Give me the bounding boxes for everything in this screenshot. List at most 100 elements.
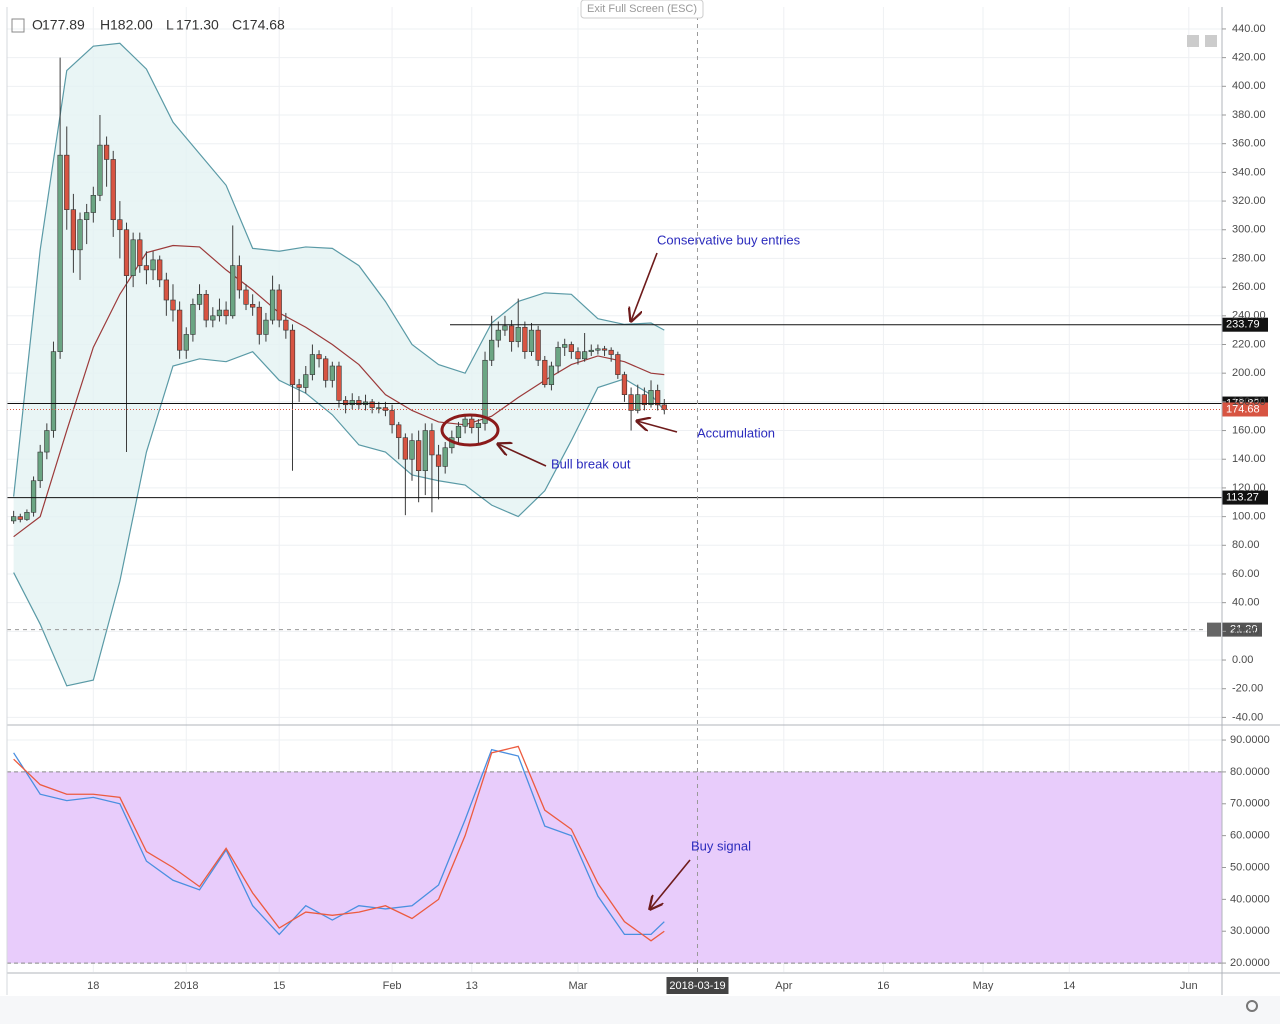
candle-body xyxy=(621,374,628,395)
y-tick-label: 180.00 xyxy=(1232,396,1266,408)
cursor-box xyxy=(1222,622,1262,637)
candle-body xyxy=(416,440,422,472)
candle-body xyxy=(615,354,621,375)
candle-body xyxy=(462,418,468,427)
y-tick-label: 420.00 xyxy=(1232,52,1266,64)
candle-body xyxy=(435,454,442,467)
candle-body xyxy=(163,279,169,301)
candle-body xyxy=(210,315,216,321)
candle-body xyxy=(157,259,163,281)
candles xyxy=(11,57,667,524)
exit-button[interactable] xyxy=(580,0,704,19)
ohlc-key: C xyxy=(232,17,242,33)
candle-body xyxy=(588,349,594,352)
y-tick-label: 200.00 xyxy=(1232,367,1266,379)
y-tick-label: 20.0000 xyxy=(1230,957,1270,969)
candle-body xyxy=(442,447,448,467)
x-tick-label: 18 xyxy=(87,980,99,992)
candle-body xyxy=(176,309,183,351)
candle-body xyxy=(303,374,309,388)
candle-body xyxy=(568,344,574,352)
candle-body xyxy=(236,265,243,291)
stoch-band xyxy=(7,771,1222,964)
y-tick-label: 40.00 xyxy=(1232,597,1260,609)
band-line xyxy=(13,42,665,497)
last-price-box xyxy=(1222,402,1268,417)
candle-body xyxy=(143,265,150,271)
pane-icon[interactable] xyxy=(1187,35,1199,47)
candle-body xyxy=(349,400,355,406)
pane-icon[interactable] xyxy=(1205,35,1217,47)
exit-label[interactable]: Exit Full Screen (ESC) xyxy=(587,3,697,15)
candle-body xyxy=(641,394,648,406)
candle-body xyxy=(110,159,116,221)
candle-body xyxy=(11,516,17,522)
candle-body xyxy=(150,259,156,271)
candle-body xyxy=(50,351,57,431)
candle-body xyxy=(595,348,601,351)
candle-body xyxy=(223,309,229,317)
candle-body xyxy=(130,239,136,276)
candle-body xyxy=(203,293,209,321)
y-tick-label: 40.0000 xyxy=(1230,893,1270,905)
level-label: 113.27 xyxy=(1226,491,1259,503)
x-tick-label: 16 xyxy=(877,980,889,992)
candle-body xyxy=(183,334,189,351)
y-tick-label: 320.00 xyxy=(1232,195,1266,207)
x-tick-label: Apr xyxy=(775,980,792,992)
candle-body xyxy=(502,325,508,331)
y-tick-label: -40.00 xyxy=(1232,711,1263,723)
candle-body xyxy=(422,430,428,472)
level-box xyxy=(1222,317,1268,332)
y-tick-label: 220.00 xyxy=(1232,338,1266,350)
annotation: Bull break out xyxy=(551,456,631,471)
candle-body xyxy=(316,354,322,360)
candle-body xyxy=(608,349,614,355)
candle-body xyxy=(475,423,482,428)
candle-body xyxy=(495,329,501,341)
candle-body xyxy=(216,309,223,317)
y-tick-label: 0.00 xyxy=(1232,654,1253,666)
y-tick-label: 340.00 xyxy=(1232,166,1266,178)
candle-body xyxy=(661,404,667,410)
collapse-icon[interactable] xyxy=(11,18,25,33)
cursor-plus[interactable] xyxy=(1207,622,1221,637)
candle-body xyxy=(342,400,349,406)
candle-body xyxy=(323,358,329,381)
annotation: Conservative buy entries xyxy=(657,232,801,247)
candle-body xyxy=(70,209,77,251)
band-line xyxy=(13,350,665,687)
x-tick-label: 14 xyxy=(1063,980,1075,992)
candle-body xyxy=(562,344,568,348)
x-tick-label: 2018 xyxy=(174,980,198,992)
candle-body xyxy=(555,347,561,367)
candle-body xyxy=(429,430,435,456)
candle-body xyxy=(283,319,289,331)
candle-body xyxy=(522,326,528,352)
candle-body xyxy=(409,440,415,460)
candle-body xyxy=(548,365,555,385)
settings-icon[interactable] xyxy=(1246,1000,1258,1012)
x-tick-label: Jun xyxy=(1180,980,1198,992)
ohlc-key: O xyxy=(32,17,43,33)
candle-body xyxy=(196,293,203,305)
candle-body xyxy=(356,400,362,406)
y-tick-label: 50.0000 xyxy=(1230,861,1270,873)
candle-body xyxy=(648,390,654,406)
level-label: 233.79 xyxy=(1226,319,1260,331)
x-tick-label: May xyxy=(973,980,994,992)
candle-body xyxy=(528,329,535,352)
candle-body xyxy=(170,299,176,311)
candle-body xyxy=(243,289,249,305)
arrow xyxy=(498,444,547,467)
y-tick-label: 70.0000 xyxy=(1230,798,1270,810)
ohlc-key: H xyxy=(100,17,110,33)
y-tick-label: 20.00 xyxy=(1232,625,1260,637)
arrows xyxy=(498,252,691,909)
candle-body xyxy=(24,511,30,520)
y-tick-label: 140.00 xyxy=(1232,453,1266,465)
candle-body xyxy=(581,351,588,360)
y-tick-label: 400.00 xyxy=(1232,80,1266,92)
candle-body xyxy=(535,329,541,361)
